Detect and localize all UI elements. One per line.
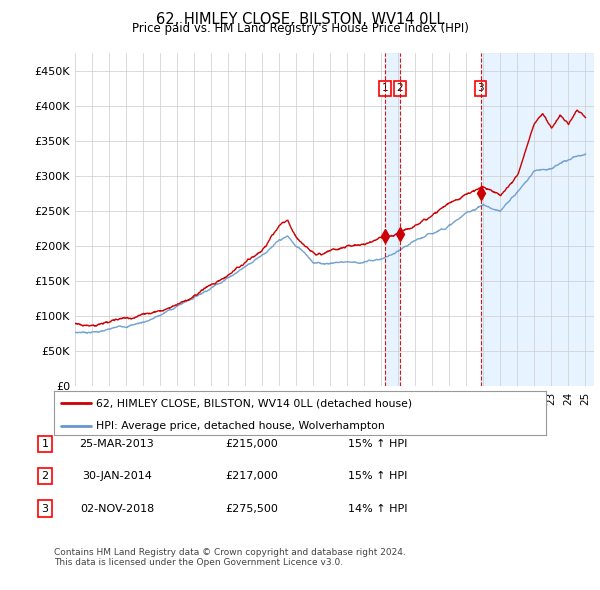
Text: £217,000: £217,000 <box>226 471 278 481</box>
Text: HPI: Average price, detached house, Wolverhampton: HPI: Average price, detached house, Wolv… <box>96 421 385 431</box>
Text: £275,500: £275,500 <box>226 504 278 513</box>
Text: Contains HM Land Registry data © Crown copyright and database right 2024.
This d: Contains HM Land Registry data © Crown c… <box>54 548 406 567</box>
Text: 1: 1 <box>382 83 388 93</box>
Bar <box>385 53 400 386</box>
Text: £215,000: £215,000 <box>226 439 278 448</box>
Text: 3: 3 <box>41 504 49 513</box>
Text: 2: 2 <box>397 83 403 93</box>
Text: 15% ↑ HPI: 15% ↑ HPI <box>349 471 407 481</box>
Text: Price paid vs. HM Land Registry's House Price Index (HPI): Price paid vs. HM Land Registry's House … <box>131 22 469 35</box>
Text: 2: 2 <box>41 471 49 481</box>
Text: 30-JAN-2014: 30-JAN-2014 <box>82 471 152 481</box>
Text: 15% ↑ HPI: 15% ↑ HPI <box>349 439 407 448</box>
Bar <box>481 53 594 386</box>
Text: 02-NOV-2018: 02-NOV-2018 <box>80 504 154 513</box>
Text: 3: 3 <box>477 83 484 93</box>
Text: 62, HIMLEY CLOSE, BILSTON, WV14 0LL (detached house): 62, HIMLEY CLOSE, BILSTON, WV14 0LL (det… <box>96 398 412 408</box>
Text: 14% ↑ HPI: 14% ↑ HPI <box>348 504 408 513</box>
Text: 25-MAR-2013: 25-MAR-2013 <box>80 439 154 448</box>
Text: 1: 1 <box>41 439 49 448</box>
Text: 62, HIMLEY CLOSE, BILSTON, WV14 0LL: 62, HIMLEY CLOSE, BILSTON, WV14 0LL <box>156 12 444 27</box>
